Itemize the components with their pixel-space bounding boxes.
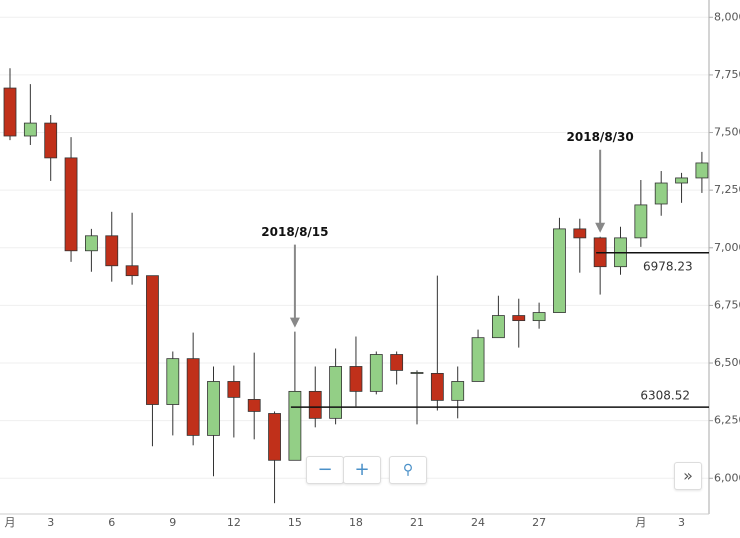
zoom-in-button[interactable]: + (343, 456, 381, 484)
y-tick-label: 6,000 (714, 471, 740, 484)
candle-body (105, 235, 119, 267)
candle-body (85, 235, 98, 252)
candle-body (288, 390, 302, 461)
x-tick-label: 27 (532, 516, 546, 529)
candle-body (64, 157, 78, 252)
x-tick-label: 月 (635, 516, 646, 529)
annotation-arrowhead (595, 222, 606, 233)
candle-body (227, 381, 241, 398)
candle-body (3, 87, 17, 137)
candle-body (329, 366, 343, 419)
y-tick-label: 7,750 (714, 68, 740, 81)
candle-body (44, 122, 58, 159)
candle-body (308, 390, 322, 419)
x-tick-label: 12 (227, 516, 241, 529)
y-tick-label: 8,000 (714, 10, 740, 23)
candle-body (451, 381, 465, 401)
y-tick-label: 7,000 (714, 241, 740, 254)
candle-body (166, 358, 180, 405)
candle-body (207, 381, 220, 436)
x-tick-label: 6 (108, 516, 115, 529)
y-tick-label: 7,250 (714, 183, 740, 196)
candle-body (23, 122, 37, 137)
x-tick-label: 3 (678, 516, 685, 529)
candle-body (247, 399, 261, 412)
candle-body (553, 228, 566, 313)
annotation: 2018/8/30 (567, 130, 634, 144)
x-tick-label: 3 (47, 516, 54, 529)
y-tick-label: 6,750 (714, 298, 740, 311)
candle-body (390, 354, 404, 371)
price-line-label: 6308.52 (640, 389, 690, 403)
annotation-arrowhead (289, 317, 300, 328)
x-tick-label: 15 (288, 516, 302, 529)
candle-body (675, 177, 688, 184)
candle-body (695, 162, 709, 179)
candle-body (268, 413, 281, 461)
x-tick-label: 月 (5, 516, 16, 529)
y-tick-label: 6,500 (714, 356, 740, 369)
candle-body (654, 182, 668, 205)
candle-body (532, 312, 546, 322)
candle-body (410, 372, 424, 374)
candle-body (369, 354, 383, 392)
candle-body (186, 358, 200, 436)
x-tick-label: 21 (410, 516, 424, 529)
candle-body (349, 366, 363, 392)
annotation: 2018/8/15 (261, 225, 328, 239)
scroll-button[interactable]: » (674, 462, 702, 490)
candle-body (634, 204, 648, 239)
zoom-out-button[interactable]: − (306, 456, 344, 484)
candle-body (125, 265, 139, 277)
candle-body (430, 372, 444, 401)
candle-body (146, 275, 159, 405)
candle-body (471, 337, 485, 382)
candle-body (573, 228, 587, 239)
y-tick-label: 7,500 (714, 126, 740, 139)
candle-body (512, 315, 526, 322)
share-button[interactable]: ⚲ (389, 456, 427, 484)
candle-body (491, 315, 505, 339)
x-tick-label: 9 (169, 516, 176, 529)
price-line-label: 6978.23 (643, 259, 693, 273)
y-tick-label: 6,250 (714, 414, 740, 427)
x-tick-label: 18 (349, 516, 363, 529)
x-tick-label: 24 (471, 516, 485, 529)
